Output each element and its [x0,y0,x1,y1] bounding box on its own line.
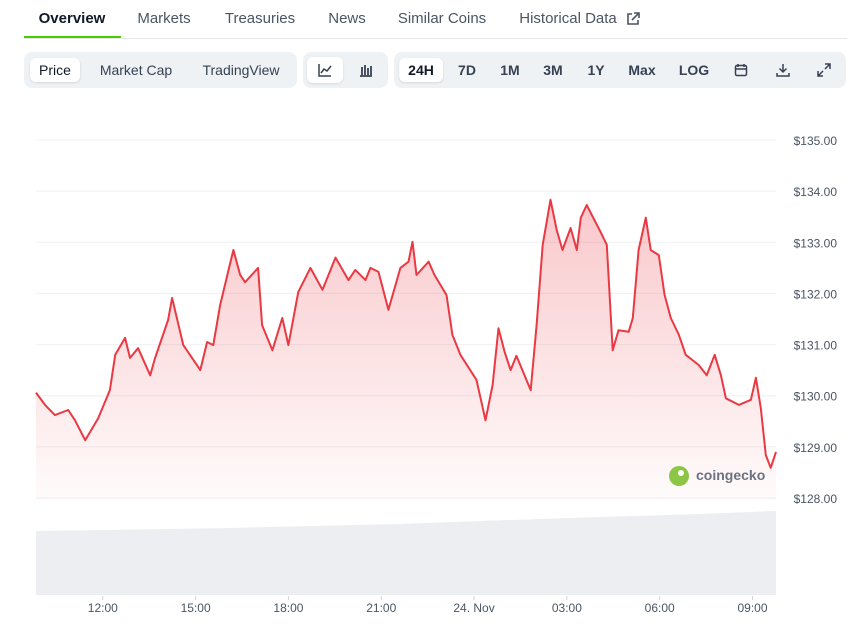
y-tick-label: $134.00 [794,185,838,199]
line-icon [318,64,332,77]
x-tick-label: 09:00 [737,601,767,615]
y-tick-label: $133.00 [794,236,838,250]
x-tick-label: 06:00 [645,601,675,615]
volume-area [36,511,776,595]
tab[interactable]: Markets [137,10,191,27]
price-area [36,199,776,501]
tab-bar: Overview Markets Treasuries News Similar Coi… [0,0,847,38]
tab-divider [24,38,847,39]
tab[interactable]: Overview [38,10,106,27]
tab[interactable]: News [328,10,366,27]
toolbar-button[interactable]: 1M [500,62,520,78]
x-tick-label: 18:00 [273,601,303,615]
y-tick-label: $135.00 [794,134,838,148]
tab-underline [24,36,121,38]
toolbar-button[interactable]: Max [628,62,656,78]
y-tick-label: $129.00 [794,441,838,455]
y-tick-label: $128.00 [794,492,838,506]
toolbar-button[interactable]: Market Cap [99,62,173,78]
toolbar-button[interactable]: 24H [399,58,443,82]
x-tick-label: 21:00 [366,601,396,615]
watermark: coingecko [669,466,765,486]
toolbar-button[interactable]: LOG [678,62,710,78]
y-tick-label: $131.00 [794,339,838,353]
price-line [35,198,777,469]
tab[interactable]: Similar Coins [397,10,487,27]
y-tick-label: $132.00 [794,287,838,301]
tab[interactable]: Treasuries [224,10,296,27]
x-tick-label: 24. Nov [453,601,494,615]
y-tick-label: $130.00 [794,390,838,404]
toolbar-button[interactable]: 3M [543,62,563,78]
toolbar-button[interactable]: 7D [458,62,476,78]
toolbar-button[interactable]: 1Y [587,62,605,78]
x-tick-label: 12:00 [88,601,118,615]
tab[interactable]: Historical Data [519,10,617,27]
external-link-icon [627,12,640,25]
x-tick-label: 03:00 [552,601,582,615]
x-tick-label: 15:00 [181,601,211,615]
download-icon[interactable] [776,63,790,77]
toolbar-button[interactable]: Price [30,58,80,82]
calendar-icon[interactable] [734,63,748,77]
candle-icon[interactable] [359,63,373,77]
range-group [394,52,846,88]
watermark-text: coingecko [696,467,765,483]
expand-icon[interactable] [817,63,831,77]
toolbar-button[interactable]: TradingView [202,62,280,78]
